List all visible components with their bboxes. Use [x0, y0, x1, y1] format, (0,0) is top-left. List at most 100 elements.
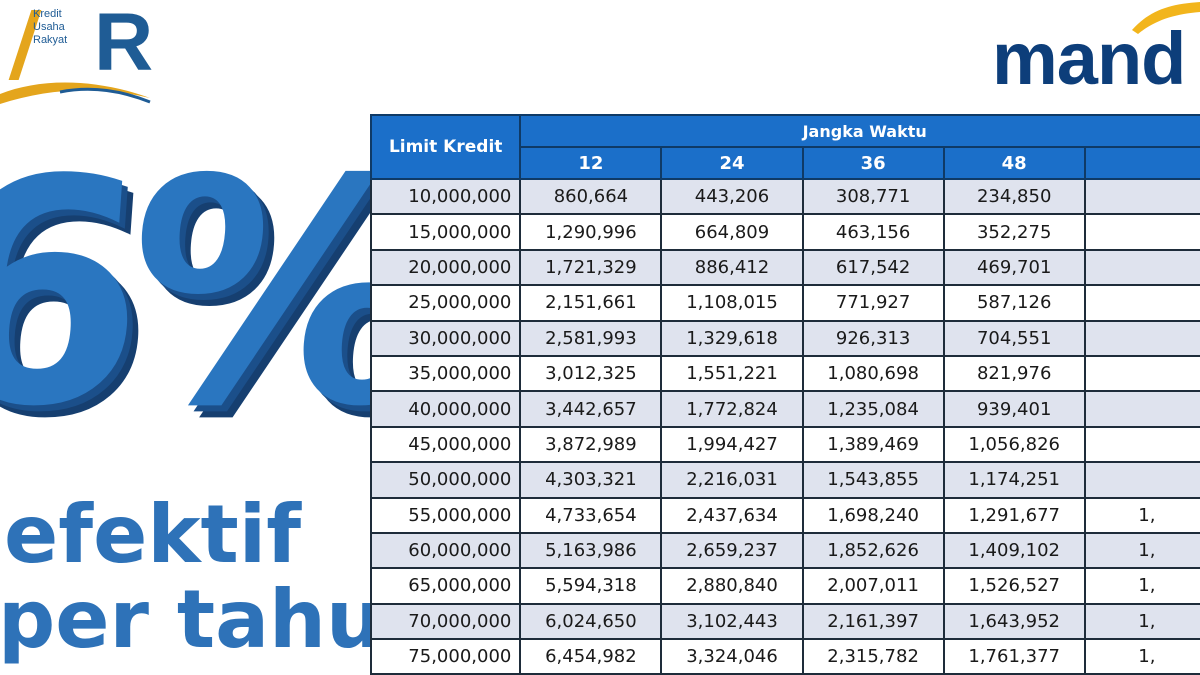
installment-cell: 443,206	[660, 177, 804, 216]
installment-cell: 2,581,993	[519, 319, 663, 357]
limit-kredit-cell: 75,000,000	[370, 638, 522, 675]
mandiri-logo: mand	[990, 0, 1200, 100]
mandiri-wordmark: mand	[992, 17, 1186, 100]
table-row: 60,000,000 5,163,986 2,659,237 1,852,626 1,4…	[370, 531, 1200, 570]
installment-cell: 2,151,661	[519, 284, 663, 322]
installment-cell: 664,809	[660, 213, 804, 251]
table-row: 40,000,000 3,442,657 1,772,824 1,235,084 939…	[370, 390, 1200, 428]
installment-cell	[1083, 284, 1200, 322]
installment-cell: 2,161,397	[801, 602, 945, 641]
limit-kredit-cell: 35,000,000	[370, 354, 522, 393]
term-header-36: 36	[801, 146, 945, 180]
installment-cell: 1,994,427	[660, 425, 804, 464]
table-row: 30,000,000 2,581,993 1,329,618 926,313 704,5…	[370, 319, 1200, 357]
installment-cell: 1,	[1083, 496, 1200, 534]
installment-cell: 1,643,952	[942, 602, 1086, 641]
limit-kredit-header: Limit Kredit	[370, 114, 522, 180]
kur-swoosh-icon	[0, 82, 151, 104]
installment-cell	[1083, 390, 1200, 428]
installment-cell: 1,329,618	[660, 319, 804, 357]
installment-cell	[1083, 177, 1200, 216]
installment-cell: 704,551	[942, 319, 1086, 357]
installment-cell: 926,313	[801, 319, 945, 357]
limit-kredit-cell: 65,000,000	[370, 567, 522, 605]
installment-cell	[1083, 354, 1200, 393]
installment-cell	[1083, 248, 1200, 287]
installment-cell: 1,543,855	[801, 461, 945, 499]
kur-logo-line-kredit: Kredit	[33, 8, 62, 20]
installment-cell: 1,056,826	[942, 425, 1086, 464]
installment-cell: 1,721,329	[519, 248, 663, 287]
installment-cell: 1,	[1083, 531, 1200, 570]
installment-cell: 5,163,986	[519, 531, 663, 570]
table-header-row: Limit Kredit Jangka Waktu	[370, 114, 1200, 180]
installment-cell: 4,733,654	[519, 496, 663, 534]
installment-cell: 308,771	[801, 177, 945, 216]
table-row: 50,000,000 4,303,321 2,216,031 1,543,855 1,1…	[370, 461, 1200, 499]
installment-cell: 3,324,046	[660, 638, 804, 675]
installment-cell: 1,772,824	[660, 390, 804, 428]
limit-kredit-cell: 50,000,000	[370, 461, 522, 499]
kur-logo-subtitle: Kredit Usaha Rakyat	[33, 8, 93, 47]
installment-cell: 1,	[1083, 602, 1200, 641]
installment-cell: 1,235,084	[801, 390, 945, 428]
installment-cell: 1,852,626	[801, 531, 945, 570]
installment-cell: 5,594,318	[519, 567, 663, 605]
promo-rate: 6%	[0, 114, 433, 475]
kur-logo-mark	[0, 10, 24, 80]
table-row: 70,000,000 6,024,650 3,102,443 2,161,397 1,6…	[370, 602, 1200, 641]
table-row: 65,000,000 5,594,318 2,880,840 2,007,011 1,5…	[370, 567, 1200, 605]
installment-cell: 1,	[1083, 567, 1200, 605]
installment-cell: 352,275	[942, 213, 1086, 251]
promo-line-per-year: per tahun	[0, 573, 440, 666]
table-term-row: 12 24 36 48	[371, 146, 1200, 180]
term-header-24: 24	[660, 146, 804, 180]
limit-kredit-cell: 15,000,000	[370, 213, 522, 251]
installment-cell: 939,401	[942, 390, 1086, 428]
installment-cell: 4,303,321	[519, 461, 663, 499]
installment-cell: 1,	[1083, 638, 1200, 675]
installment-cell: 771,927	[801, 284, 945, 322]
table-row: 75,000,000 6,454,982 3,324,046 2,315,782 1,7…	[370, 638, 1200, 675]
table-row: 45,000,000 3,872,989 1,994,427 1,389,469 1,0…	[370, 425, 1200, 464]
jangka-waktu-header: Jangka Waktu	[519, 114, 1200, 148]
installment-cell: 2,007,011	[801, 567, 945, 605]
installment-cell: 821,976	[942, 354, 1086, 393]
kur-logo-line-rakyat: Rakyat	[33, 34, 68, 46]
installment-cell: 3,012,325	[519, 354, 663, 393]
installment-cell: 2,880,840	[660, 567, 804, 605]
installment-cell: 886,412	[660, 248, 804, 287]
term-header-48: 48	[942, 146, 1086, 180]
installment-cell: 1,389,469	[801, 425, 945, 464]
table-row: 35,000,000 3,012,325 1,551,221 1,080,698 821…	[370, 354, 1200, 393]
installment-cell: 1,174,251	[942, 461, 1086, 499]
installment-cell: 1,551,221	[660, 354, 804, 393]
table-row: 25,000,000 2,151,661 1,108,015 771,927 587,1…	[370, 284, 1200, 322]
installment-cell: 860,664	[519, 177, 663, 216]
installment-cell: 234,850	[942, 177, 1086, 216]
limit-kredit-cell: 10,000,000	[370, 177, 522, 216]
installment-cell: 1,526,527	[942, 567, 1086, 605]
installment-cell: 2,659,237	[660, 531, 804, 570]
limit-kredit-cell: 60,000,000	[370, 531, 522, 570]
installment-cell: 587,126	[942, 284, 1086, 322]
installment-cell: 463,156	[801, 213, 945, 251]
installment-cell: 469,701	[942, 248, 1086, 287]
installment-cell: 3,442,657	[519, 390, 663, 428]
limit-kredit-cell: 70,000,000	[370, 602, 522, 641]
limit-kredit-cell: 45,000,000	[370, 425, 522, 464]
installment-cell: 1,108,015	[660, 284, 804, 322]
installment-cell	[1083, 461, 1200, 499]
kur-logo-line-usaha: Usaha	[33, 21, 65, 33]
table-body: 10,000,000 860,664 443,206 308,771 234,850 15…	[370, 177, 1200, 675]
installment-cell: 6,454,982	[519, 638, 663, 675]
installment-cell: 3,872,989	[519, 425, 663, 464]
mandiri-wave-icon	[1132, 2, 1200, 34]
installment-cell: 1,291,677	[942, 496, 1086, 534]
limit-kredit-cell: 40,000,000	[370, 390, 522, 428]
installment-cell: 1,698,240	[801, 496, 945, 534]
kur-logo-letter: R	[94, 0, 154, 88]
promo-line-effective: efektif	[4, 488, 301, 581]
limit-kredit-cell: 30,000,000	[370, 319, 522, 357]
installment-cell	[1083, 319, 1200, 357]
